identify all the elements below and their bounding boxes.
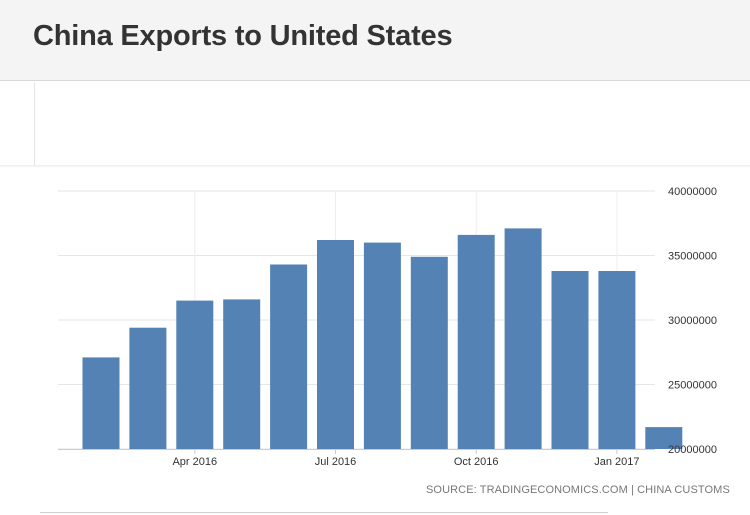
bar-jul-2016 <box>317 240 354 449</box>
page-title: China Exports to United States <box>33 20 453 52</box>
bar-aug-2016 <box>363 242 401 449</box>
bar-jan-2017 <box>598 271 636 449</box>
source-credit: SOURCE: TRADINGECONOMICS.COM | CHINA CUS… <box>426 484 730 496</box>
x-tick-label: Oct 2016 <box>454 456 499 468</box>
bar-apr-2016 <box>176 300 214 449</box>
y-tick-label: 30000000 <box>668 315 717 327</box>
y-tick-label: 40000000 <box>668 186 717 198</box>
y-tick-label: 35000000 <box>668 251 717 263</box>
x-tick-label: Jan 2017 <box>594 456 639 468</box>
x-tick-label: Jul 2016 <box>315 456 357 468</box>
bottom-rule <box>40 512 608 513</box>
x-tick-label: Apr 2016 <box>172 456 217 468</box>
y-tick-label: 25000000 <box>668 380 717 392</box>
divider <box>0 165 750 168</box>
bar-oct-2016 <box>457 234 495 449</box>
blank-panel <box>34 82 750 166</box>
bar-feb-2017 <box>645 427 683 449</box>
bar-dec-2016 <box>551 271 589 449</box>
bar-jun-2016 <box>270 264 308 449</box>
bar-nov-2016 <box>504 228 542 449</box>
bar-may-2016 <box>223 299 261 449</box>
bar-mar-2016 <box>129 327 167 449</box>
bar-sep-2016 <box>410 256 448 449</box>
y-tick-label: 20000000 <box>668 444 717 456</box>
bar-feb-2016 <box>82 357 120 449</box>
header: China Exports to United States <box>0 0 750 81</box>
